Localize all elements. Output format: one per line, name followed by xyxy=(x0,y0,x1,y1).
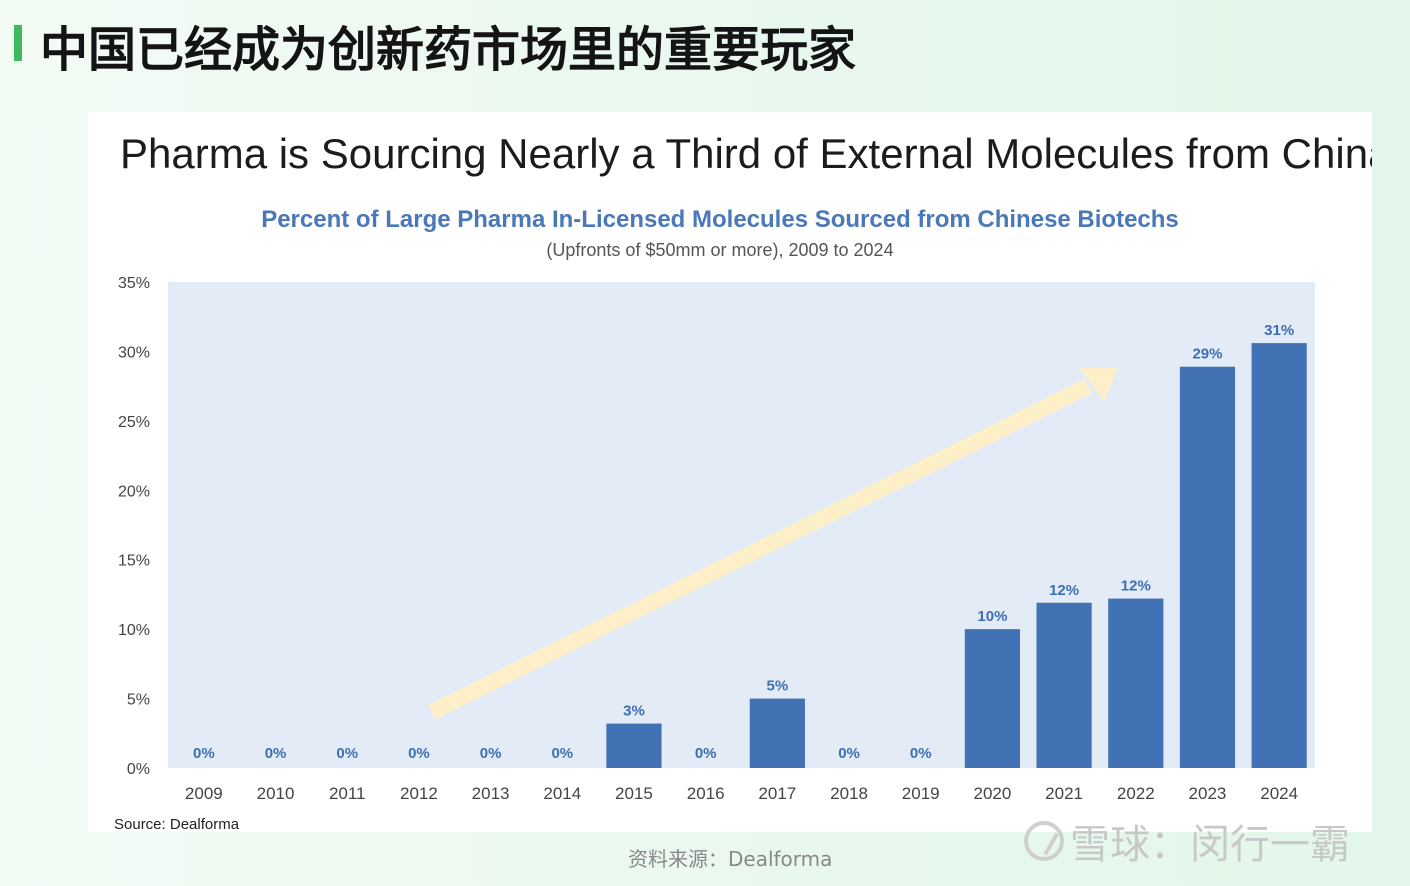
x-tick-label: 2014 xyxy=(543,784,581,803)
y-tick-label: 20% xyxy=(118,483,150,500)
bar-2023 xyxy=(1179,366,1236,768)
y-tick-label: 0% xyxy=(127,761,150,778)
data-label-2013: 0% xyxy=(480,745,502,762)
y-tick-label: 5% xyxy=(127,692,150,709)
slide-title: 中国已经成为创新药市场里的重要玩家 xyxy=(40,22,857,78)
data-label-2014: 0% xyxy=(551,745,573,762)
x-tick-label: 2018 xyxy=(830,784,868,803)
data-label-2023: 29% xyxy=(1192,346,1222,363)
x-tick-label: 2012 xyxy=(400,784,438,803)
watermark-text: 雪球：闵行一霸 xyxy=(1070,822,1350,868)
data-label-2017: 5% xyxy=(767,678,789,695)
chart-panel: Pharma is Sourcing Nearly a Third of Ext… xyxy=(88,112,1372,832)
bar-chart: Pharma is Sourcing Nearly a Third of Ext… xyxy=(114,130,1372,832)
x-tick-label: 2021 xyxy=(1045,784,1083,803)
bar-2017 xyxy=(749,698,805,768)
x-tick-label: 2009 xyxy=(185,784,223,803)
data-label-2018: 0% xyxy=(838,745,860,762)
data-label-2016: 0% xyxy=(695,745,717,762)
data-label-2011: 0% xyxy=(336,745,358,762)
chart-source: Source: Dealforma xyxy=(114,816,240,832)
trend-arrow-shaft xyxy=(428,378,1092,720)
chart-headline: Pharma is Sourcing Nearly a Third of Ext… xyxy=(120,130,1372,177)
data-label-2010: 0% xyxy=(265,745,287,762)
data-label-2015: 3% xyxy=(623,703,645,720)
data-label-2009: 0% xyxy=(193,745,215,762)
watermark: 雪球：闵行一霸 xyxy=(1024,812,1350,870)
bar-2015 xyxy=(606,723,662,768)
data-label-2019: 0% xyxy=(910,745,932,762)
y-tick-label: 25% xyxy=(118,414,150,431)
x-tick-label: 2013 xyxy=(472,784,510,803)
y-tick-label: 15% xyxy=(118,553,150,570)
bar-2022 xyxy=(1108,598,1164,768)
bar-2020 xyxy=(964,629,1021,768)
x-tick-label: 2011 xyxy=(329,784,366,803)
x-tick-label: 2019 xyxy=(902,784,940,803)
bar-2024 xyxy=(1251,343,1307,768)
y-tick-label: 30% xyxy=(118,344,150,361)
x-tick-label: 2016 xyxy=(687,784,725,803)
footer-source: 资料来源：Dealforma xyxy=(628,847,833,871)
data-label-2022: 12% xyxy=(1121,578,1151,595)
chart-subtitle: Percent of Large Pharma In-Licensed Mole… xyxy=(261,206,1179,233)
bar-2021 xyxy=(1036,602,1092,768)
data-label-2020: 10% xyxy=(977,608,1007,625)
title-accent-bar xyxy=(14,25,22,61)
data-label-2024: 31% xyxy=(1264,322,1294,339)
x-tick-label: 2024 xyxy=(1260,784,1298,803)
x-tick-label: 2010 xyxy=(257,784,295,803)
chart-subsubtitle: (Upfronts of $50mm or more), 2009 to 202… xyxy=(546,240,893,260)
y-tick-label: 35% xyxy=(118,275,150,292)
x-tick-label: 2020 xyxy=(973,784,1011,803)
data-label-2012: 0% xyxy=(408,745,430,762)
x-tick-label: 2022 xyxy=(1117,784,1155,803)
y-tick-label: 10% xyxy=(118,622,150,639)
trend-arrow-head xyxy=(1080,368,1118,402)
x-tick-label: 2023 xyxy=(1189,784,1227,803)
x-tick-label: 2015 xyxy=(615,784,653,803)
snowball-logo-icon xyxy=(1024,821,1064,861)
x-tick-label: 2017 xyxy=(758,784,796,803)
data-label-2021: 12% xyxy=(1049,582,1079,599)
